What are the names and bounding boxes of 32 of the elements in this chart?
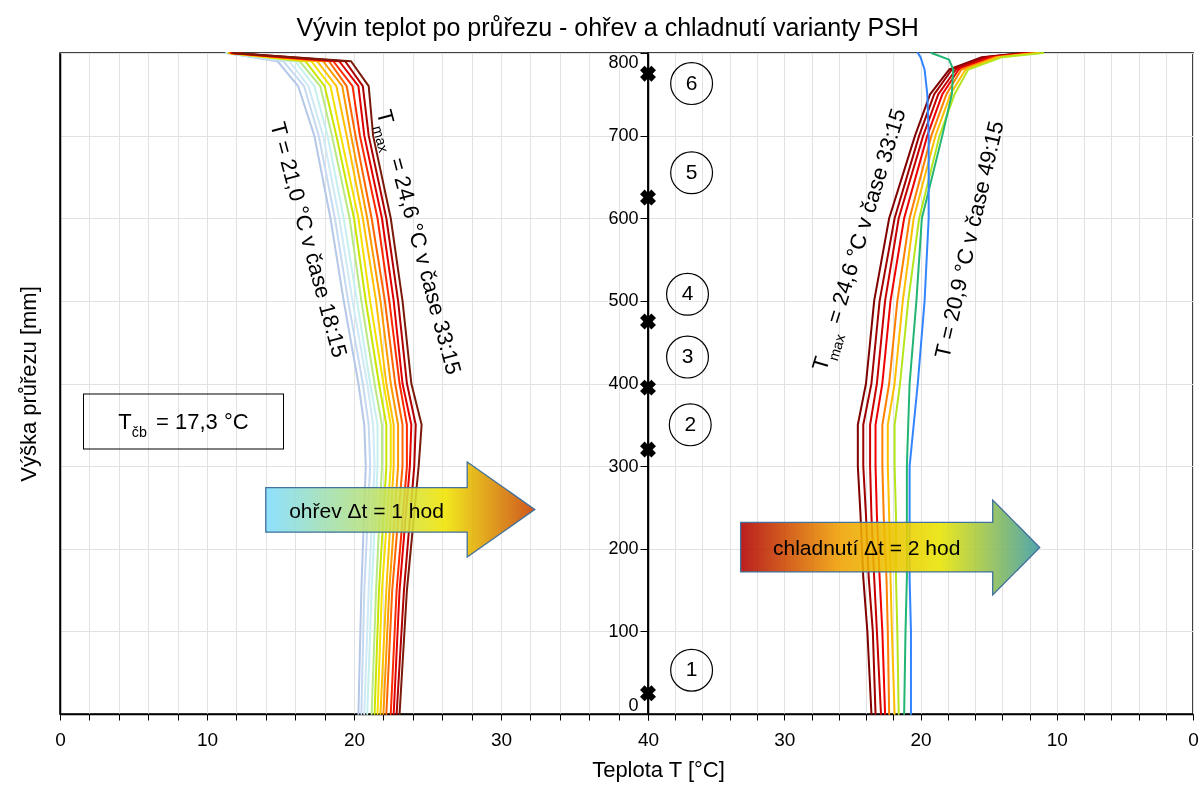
- y-tick-label: 300: [608, 455, 639, 476]
- annotation: 5: [685, 159, 698, 183]
- x-tick-label: 30: [490, 728, 513, 750]
- annotation: T = 20,9 °C v čase 49:15: [929, 118, 1009, 361]
- x-tick-label: 10: [196, 728, 219, 750]
- x-tick-label: 30: [774, 728, 796, 750]
- x-tick-label: 20: [910, 728, 932, 750]
- y-tick-label: 100: [608, 620, 639, 641]
- x-axis-title: Teplota T [°C]: [592, 756, 725, 782]
- x-tick-label: 40: [637, 728, 660, 750]
- annotation: 1: [685, 657, 698, 681]
- y-tick-label: 500: [608, 290, 639, 311]
- y-tick-label: 700: [608, 125, 639, 146]
- y-tick-label: 400: [608, 373, 639, 393]
- annotation: T = 21,0 °C v čase 18:15: [265, 119, 353, 360]
- y-tick-label: 0: [628, 694, 639, 715]
- y-tick-label: 800: [608, 51, 639, 72]
- chart-title: Vývin teplot po průřezu - ohřev a chladnutí varianty PSH: [296, 13, 919, 42]
- x-tick-label: 0: [1188, 728, 1199, 750]
- annotation: 6: [685, 70, 698, 94]
- x-tick-label: 10: [1046, 728, 1068, 750]
- x-tick-label: 0: [55, 728, 66, 750]
- annotation: 2: [684, 411, 697, 435]
- annotation: T$_{čb}$ = 17,3 °C: [118, 408, 249, 440]
- x-tick-label: 20: [343, 728, 366, 750]
- annotation: 3: [681, 344, 694, 368]
- y-tick-label: 600: [608, 207, 639, 228]
- y-axis-title: Výška průřezu [mm]: [15, 286, 41, 482]
- y-tick-label: 200: [608, 538, 639, 559]
- annotation: chladnutí Δt = 2 hod: [772, 535, 961, 559]
- annotation: 4: [681, 281, 694, 305]
- annotation: ohřev Δt = 1 hod: [289, 498, 444, 522]
